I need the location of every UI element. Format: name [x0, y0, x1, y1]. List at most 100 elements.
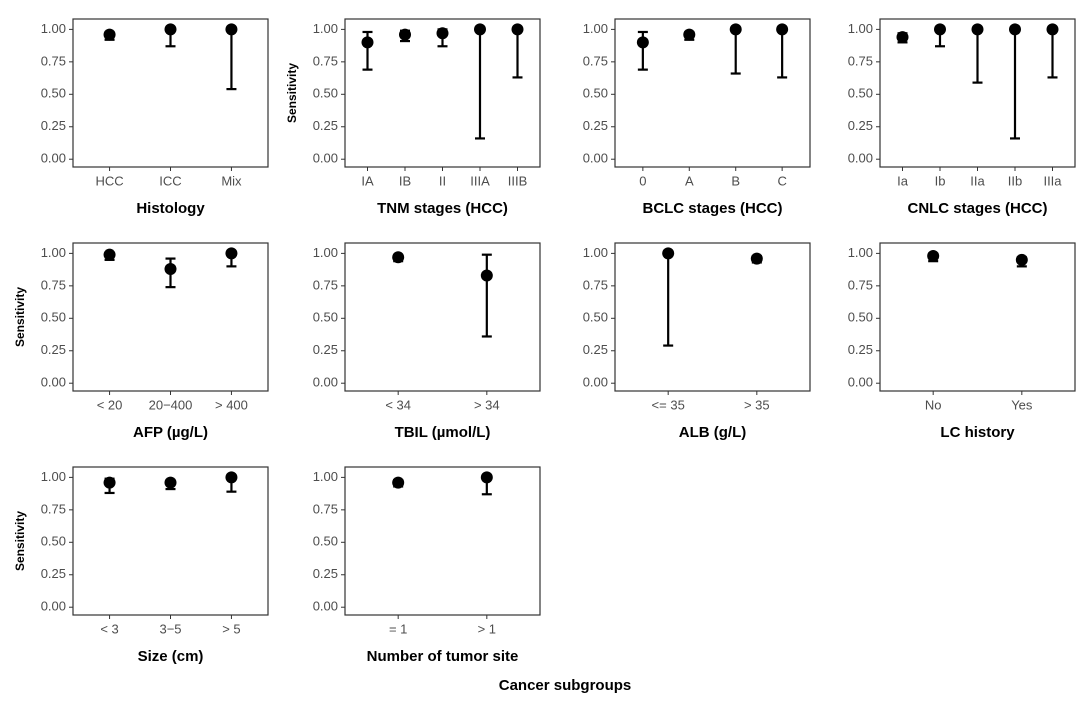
x-tick-label: > 34 — [474, 397, 500, 412]
point — [103, 28, 116, 41]
y-tick-label: 0.75 — [313, 277, 338, 292]
x-tick-label: IB — [399, 173, 411, 188]
y-tick-label: 0.50 — [848, 86, 873, 101]
point — [480, 269, 493, 282]
x-tick-label: > 5 — [222, 621, 240, 636]
y-tick-label: 0.25 — [583, 342, 608, 357]
y-tick-label: 0.50 — [41, 310, 66, 325]
common-x-label: Cancer subgroups — [499, 677, 632, 694]
x-axis-label: TBIL (µmol/L) — [395, 424, 491, 441]
y-tick-label: 0.75 — [848, 277, 873, 292]
point — [164, 23, 177, 36]
point — [480, 471, 493, 484]
point — [103, 476, 116, 489]
x-tick-label: IIIa — [1043, 173, 1062, 188]
point — [164, 476, 177, 489]
point — [1015, 253, 1028, 266]
panel: 0.00 0.25 0.50 0.75 1.00 LC history No Yes — [848, 242, 1076, 441]
x-tick-label: II — [439, 173, 446, 188]
y-tick-label: 0.25 — [313, 118, 338, 133]
point — [896, 31, 909, 44]
point — [776, 23, 789, 36]
panel: 0.00 0.25 0.50 0.75 1.00 Sensitivity AFP (µg/L… — [13, 242, 269, 441]
y-tick-label: 0.25 — [313, 566, 338, 581]
y-tick-label: 1.00 — [313, 21, 338, 36]
panel: 0.00 0.25 0.50 0.75 1.00 Sensitivity TNM stage… — [285, 18, 541, 217]
y-tick-label: 0.50 — [313, 86, 338, 101]
y-tick-label: 0.00 — [313, 375, 338, 390]
x-axis-label: LC history — [940, 424, 1015, 441]
y-tick-label: 0.25 — [41, 342, 66, 357]
x-tick-label: ICC — [159, 173, 181, 188]
point — [103, 248, 116, 261]
x-tick-label: Yes — [1011, 397, 1033, 412]
y-tick-label: 0.50 — [313, 534, 338, 549]
x-tick-label: 20−400 — [149, 397, 193, 412]
x-axis-label: Size (cm) — [138, 648, 204, 665]
plot-frame — [614, 18, 811, 168]
x-tick-label: <= 35 — [652, 397, 685, 412]
y-tick-label: 0.50 — [41, 534, 66, 549]
point — [436, 27, 449, 40]
panel: 0.00 0.25 0.50 0.75 1.00 BCLC stages (HCC) 0 A B… — [583, 18, 811, 217]
point — [225, 471, 238, 484]
y-tick-label: 0.75 — [583, 53, 608, 68]
y-tick-label: 1.00 — [848, 21, 873, 36]
x-tick-label: > 1 — [478, 621, 496, 636]
point — [225, 23, 238, 36]
x-axis-label: AFP (µg/L) — [133, 424, 208, 441]
plot-frame — [344, 242, 541, 392]
y-tick-label: 1.00 — [313, 245, 338, 260]
x-tick-label: > 35 — [744, 397, 770, 412]
panel: 0.00 0.25 0.50 0.75 1.00 Sensitivity Size (cm)… — [13, 466, 269, 665]
y-tick-label: 0.75 — [313, 53, 338, 68]
point — [399, 28, 411, 41]
y-axis-label: Sensitivity — [13, 511, 27, 571]
x-tick-label: B — [731, 173, 740, 188]
x-axis-label: Histology — [136, 200, 205, 217]
x-tick-label: IIa — [970, 173, 985, 188]
y-tick-label: 0.00 — [583, 151, 608, 166]
point — [683, 28, 696, 41]
y-tick-label: 0.00 — [583, 375, 608, 390]
point — [636, 36, 649, 49]
y-tick-label: 1.00 — [41, 469, 66, 484]
x-tick-label: IIIA — [470, 173, 490, 188]
point — [474, 23, 486, 36]
y-tick-label: 0.25 — [41, 566, 66, 581]
y-tick-label: 1.00 — [583, 245, 608, 260]
point — [927, 249, 940, 262]
x-tick-label: < 3 — [100, 621, 118, 636]
y-tick-label: 0.50 — [583, 310, 608, 325]
point — [164, 262, 177, 275]
y-tick-label: 0.00 — [848, 375, 873, 390]
x-tick-label: = 1 — [389, 621, 407, 636]
x-axis-label: ALB (g/L) — [679, 424, 746, 441]
x-tick-label: Ia — [897, 173, 909, 188]
plot-frame — [344, 466, 541, 616]
y-tick-label: 0.75 — [41, 501, 66, 516]
x-tick-label: HCC — [95, 173, 123, 188]
y-tick-label: 0.00 — [41, 151, 66, 166]
y-tick-label: 1.00 — [583, 21, 608, 36]
point — [934, 23, 946, 36]
point — [662, 247, 675, 260]
x-tick-label: Mix — [221, 173, 242, 188]
y-tick-label: 1.00 — [41, 21, 66, 36]
point — [1009, 23, 1021, 36]
point — [750, 252, 763, 265]
x-tick-label: < 20 — [97, 397, 123, 412]
y-tick-label: 0.00 — [313, 151, 338, 166]
x-tick-label: IA — [361, 173, 374, 188]
x-axis-label: TNM stages (HCC) — [377, 200, 508, 217]
y-tick-label: 0.00 — [313, 599, 338, 614]
y-tick-label: 0.75 — [41, 277, 66, 292]
x-tick-label: Ib — [935, 173, 946, 188]
x-tick-label: > 400 — [215, 397, 248, 412]
y-tick-label: 0.00 — [41, 375, 66, 390]
y-tick-label: 0.50 — [583, 86, 608, 101]
point — [361, 36, 374, 49]
y-tick-label: 0.00 — [848, 151, 873, 166]
point — [1046, 23, 1059, 36]
